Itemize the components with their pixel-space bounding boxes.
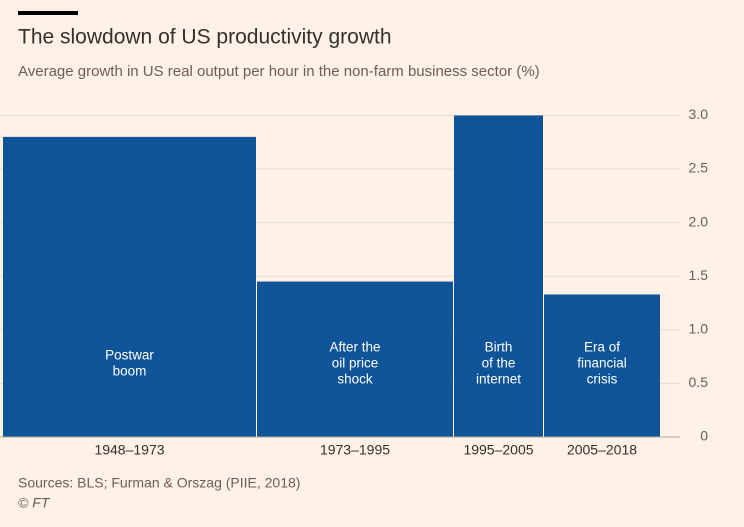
- bar: [3, 136, 256, 437]
- bar-annotation: Era of: [584, 340, 620, 355]
- bar-annotation: Postwar: [105, 348, 154, 363]
- brand-bar: [18, 11, 78, 15]
- y-tick-label: 3.0: [689, 106, 709, 122]
- y-tick-label: 2.0: [689, 213, 709, 229]
- credit: © FT: [18, 495, 51, 511]
- bar-annotation: crisis: [587, 372, 618, 387]
- bar-annotation: of the: [482, 356, 516, 371]
- x-tick-label: 2005–2018: [567, 442, 637, 458]
- y-tick-label: 0: [700, 428, 708, 444]
- chart-title: The slowdown of US productivity growth: [18, 26, 392, 49]
- bar: [454, 115, 543, 437]
- bar: [544, 294, 660, 437]
- bar: [257, 281, 453, 437]
- source: Sources: BLS; Furman & Orszag (PIIE, 201…: [18, 475, 300, 491]
- y-tick-label: 1.5: [689, 267, 709, 283]
- bar-annotation: internet: [476, 372, 521, 387]
- bar-annotation: financial: [577, 356, 627, 371]
- y-tick-label: 2.5: [689, 160, 709, 176]
- chart-subtitle: Average growth in US real output per hou…: [18, 63, 540, 80]
- x-tick-label: 1948–1973: [94, 442, 164, 458]
- bar-annotation: oil price: [332, 356, 379, 371]
- x-tick-label: 1973–1995: [320, 442, 390, 458]
- bar-annotation: shock: [337, 372, 373, 387]
- bar-annotation: After the: [329, 340, 380, 355]
- x-tick-label: 1995–2005: [463, 442, 533, 458]
- y-tick-label: 1.0: [689, 321, 709, 337]
- bar-annotation: Birth: [485, 340, 513, 355]
- bar-annotation: boom: [113, 364, 147, 379]
- y-tick-label: 0.5: [689, 374, 709, 390]
